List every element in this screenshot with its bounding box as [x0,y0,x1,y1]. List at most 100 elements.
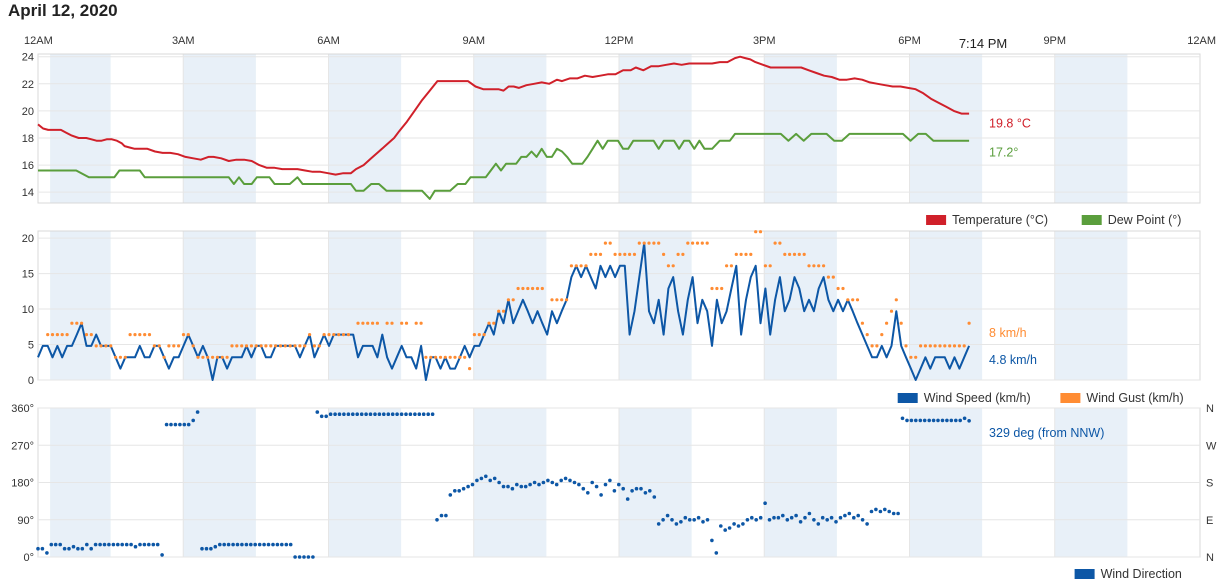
wind-gust-point [366,321,370,325]
wind-gust-point [565,298,569,302]
y-tick-label: 24 [22,52,34,64]
wind-gust-point [70,321,74,325]
wind-direction-point [608,478,612,483]
wind-gust-point [734,252,738,256]
wind-direction-point [922,418,927,423]
wind-gust-point [695,241,700,245]
wind-gust-point [550,298,554,302]
wind-gust-point [201,355,205,359]
right-y-tick-label: W [1206,440,1217,452]
wind-gust-point [60,333,64,337]
wind-gust-point [472,333,476,337]
wind-direction-point [85,542,89,547]
wind-direction-point [453,489,457,493]
series-end-label: 329 deg (from NNW) [989,426,1104,440]
panel-frame [37,53,1201,204]
wind-gust-point [434,355,438,359]
wind-direction-point [692,518,696,522]
wind-direction-point [568,478,572,483]
wind-direction-point [710,538,714,543]
legend-swatch [1074,569,1095,579]
y-tick-label: 20 [22,233,34,245]
wind-gust-point [225,355,229,359]
wind-gust-point [662,252,666,256]
wind-direction-point [670,518,674,522]
wind-direction-point [479,476,484,481]
wind-gust-point [531,286,535,291]
wind-direction-point [860,518,865,522]
legend-swatch [897,393,918,403]
wind-gust-point [80,321,84,325]
wind-direction-point [617,482,621,487]
wind-direction-point [107,542,111,547]
y-tick-label: 0° [23,552,34,564]
wind-gust-point [346,333,350,337]
wind-gust-point [123,355,127,359]
x-tick-label: 3PM [753,35,776,47]
wind-gust-point [739,252,743,256]
wind-gust-point [705,241,709,245]
wind-direction-point [377,412,382,417]
wind-direction-point [421,412,426,417]
x-tick-label: 12PM [605,35,634,47]
x-tick-label: 3AM [172,35,195,47]
wind-gust-point [84,333,89,337]
wind-gust-point [555,298,559,302]
wind-direction-point [909,418,914,423]
wind-direction-point [262,542,266,547]
wind-direction-point [625,497,630,501]
wind-gust-point [851,298,855,302]
x-tick-label: 6PM [898,35,921,47]
wind-direction-point [200,546,204,551]
legend-label: Temperature (°C) [952,213,1048,227]
wind-gust-point [686,241,690,245]
wind-gust-point [894,298,898,302]
wind-direction-point [621,486,625,491]
wind-direction-point [528,482,532,487]
wind-direction-point [501,484,506,489]
wind-gust-point [880,333,884,337]
wind-direction-point [630,489,634,493]
wind-gust-point [521,286,525,291]
wind-gust-point [817,264,821,268]
wind-gust-point [826,275,831,279]
wind-gust-point [535,286,540,291]
wind-direction-point [58,542,62,547]
wind-direction-point [878,509,883,514]
wind-direction-point [319,414,324,419]
time-axis: 12AM 3AM 6AM 9AM 12PM 3PM 6PM 9PM 12AM 7:14 PM [24,35,1216,51]
wind-gust-point [647,241,651,245]
wind-direction-point [169,422,173,427]
legend-label: Dew Point (°) [1108,213,1182,227]
band-0-0 [50,54,111,203]
wind-direction-point [652,495,657,499]
wind-direction-point [949,418,954,423]
wind-gust-point [618,252,622,256]
wind-gust-point [822,264,826,268]
wind-direction-point [102,542,107,547]
wind-gust-point [729,264,734,268]
wind-gust-point [133,333,137,337]
wind-direction-point [435,518,439,522]
wind-gust-point [492,321,496,325]
wind-gust-point [846,298,850,302]
wind-gust-point [923,344,928,348]
wind-direction-point [679,520,683,524]
wind-gust-point [749,252,753,256]
wind-direction-point [532,480,537,485]
right-y-tick-label: N [1206,552,1214,564]
wind-direction-point [763,501,767,506]
wind-direction-point [266,542,271,547]
wind-direction-point [368,412,373,417]
wind-gust-point [303,344,307,348]
wind-direction-point [382,412,386,417]
wind-gust-point [865,333,869,337]
wind-direction-point [49,542,54,547]
wind-direction-point [342,412,346,417]
wind-direction-point [887,509,891,514]
wind-direction-point [195,410,200,414]
wind-gust-point [841,286,845,291]
wind-gust-point [269,344,273,348]
wind-gust-point [371,321,375,325]
